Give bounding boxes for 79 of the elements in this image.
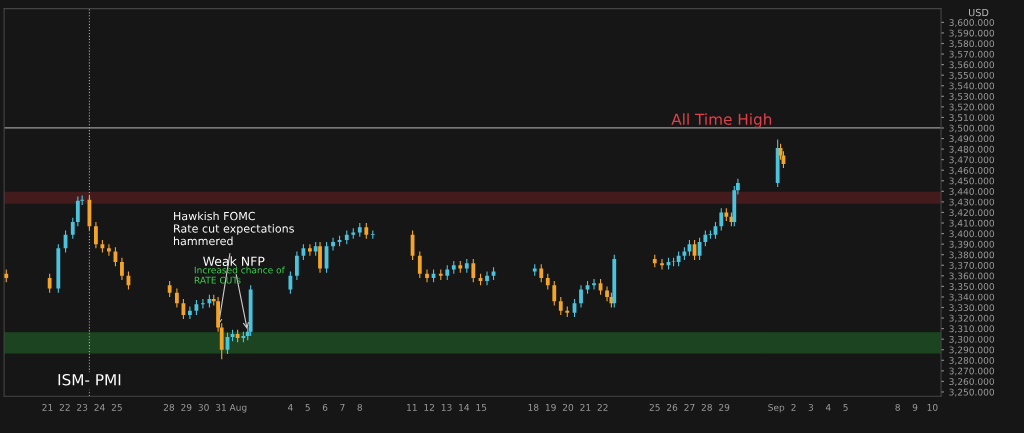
- y-tick-label: 3,550.000: [949, 71, 995, 80]
- x-tick-label: 25: [649, 403, 660, 411]
- y-tick-label: 3,560.000: [949, 61, 995, 70]
- x-tick-label: 6: [322, 403, 328, 411]
- y-tick-label: 3,380.000: [949, 251, 995, 260]
- y-tick-label: 3,320.000: [949, 314, 995, 323]
- y-tick-label: 3,430.000: [949, 198, 995, 207]
- x-tick-label: 22: [597, 403, 608, 411]
- x-tick-label: 21: [580, 403, 591, 411]
- y-tick-label: 3,270.000: [949, 367, 995, 376]
- ref-line-label: All Time High: [671, 113, 772, 128]
- annotation: Hawkish FOMC Rate cut expectations hammered: [173, 211, 294, 246]
- y-tick-label: 3,570.000: [949, 50, 995, 59]
- x-tick-label: 29: [719, 403, 730, 411]
- x-tick-label: 13: [441, 403, 452, 411]
- x-tick-label: 15: [476, 404, 487, 411]
- x-tick-label: 7: [340, 404, 345, 411]
- x-tick-label: 3: [808, 403, 814, 411]
- x-tick-label: Sep: [768, 403, 785, 413]
- y-tick-label: 3,420.000: [949, 209, 995, 217]
- y-tick-label: 3,600.000: [949, 19, 995, 27]
- x-tick-label: 28: [701, 403, 712, 411]
- x-tick-label: 28: [163, 403, 175, 411]
- x-tick-label: 23: [77, 403, 88, 411]
- x-tick-label: 11: [407, 404, 417, 411]
- y-tick-label: 3,440.000: [949, 188, 995, 196]
- x-tick-label: 21: [42, 403, 53, 411]
- y-tick-label: 3,490.000: [949, 135, 995, 144]
- y-tick-label: 3,340.000: [949, 293, 995, 302]
- y-tick-label: 3,300.000: [949, 335, 995, 344]
- y-tick-label: 3,500.000: [949, 124, 995, 133]
- x-tick-label: 29: [181, 403, 192, 411]
- y-tick-label: 3,590.000: [949, 29, 995, 38]
- y-tick-label: 3,470.000: [949, 156, 995, 165]
- x-tick-label: 30: [198, 403, 209, 411]
- y-tick-label: 3,540.000: [949, 82, 995, 91]
- y-tick-label: 3,330.000: [949, 304, 995, 312]
- x-tick-label: 19: [545, 403, 556, 411]
- x-tick-label: 27: [684, 403, 695, 411]
- x-tick-label: 4: [287, 404, 293, 411]
- y-tick-label: 3,530.000: [949, 93, 995, 101]
- y-tick-label: 3,360.000: [949, 272, 995, 281]
- x-tick-label: 5: [843, 404, 848, 411]
- y-tick-label: 3,510.000: [949, 114, 995, 122]
- x-tick-label: 25: [111, 403, 122, 411]
- ref-line-label: ISM- PMI: [58, 373, 121, 386]
- x-tick-label: 20: [562, 403, 574, 411]
- y-axis-title: USD: [968, 8, 989, 17]
- x-tick-label: 8: [895, 403, 900, 411]
- y-tick-label: 3,250.000: [949, 388, 995, 397]
- x-tick-label: 9: [912, 403, 918, 411]
- y-tick-label: 3,310.000: [949, 325, 995, 334]
- x-tick-label: 14: [459, 404, 470, 411]
- y-tick-label: 3,260.000: [949, 378, 995, 386]
- x-tick-label: 4: [825, 404, 831, 411]
- y-tick-label: 3,480.000: [949, 145, 995, 154]
- x-tick-label: 18: [528, 403, 539, 411]
- y-tick-label: 3,460.000: [949, 166, 995, 175]
- y-tick-label: 3,370.000: [949, 261, 995, 270]
- x-tick-label: 22: [59, 403, 70, 411]
- x-tick-label: 12: [424, 403, 435, 411]
- y-tick-label: 3,580.000: [949, 40, 995, 48]
- y-tick-label: 3,400.000: [949, 230, 995, 239]
- y-tick-label: 3,450.000: [949, 177, 995, 186]
- x-tick-label: 2: [791, 403, 796, 411]
- y-tick-label: 3,280.000: [949, 357, 995, 365]
- x-tick-label: 31: [215, 403, 226, 411]
- x-tick-label: Aug: [229, 404, 247, 413]
- x-tick-label: 8: [357, 403, 363, 411]
- y-tick-label: 3,410.000: [949, 219, 995, 228]
- y-tick-label: 3,390.000: [949, 240, 995, 249]
- x-tick-label: 24: [94, 403, 105, 411]
- y-tick-label: 3,350.000: [949, 283, 995, 291]
- x-tick-label: 26: [667, 403, 678, 411]
- annotation: Weak NFP: [203, 256, 265, 266]
- x-tick-label: 10: [927, 403, 938, 411]
- x-tick-label: 5: [305, 404, 310, 411]
- y-tick-label: 3,520.000: [949, 103, 995, 112]
- y-tick-label: 3,290.000: [949, 346, 995, 355]
